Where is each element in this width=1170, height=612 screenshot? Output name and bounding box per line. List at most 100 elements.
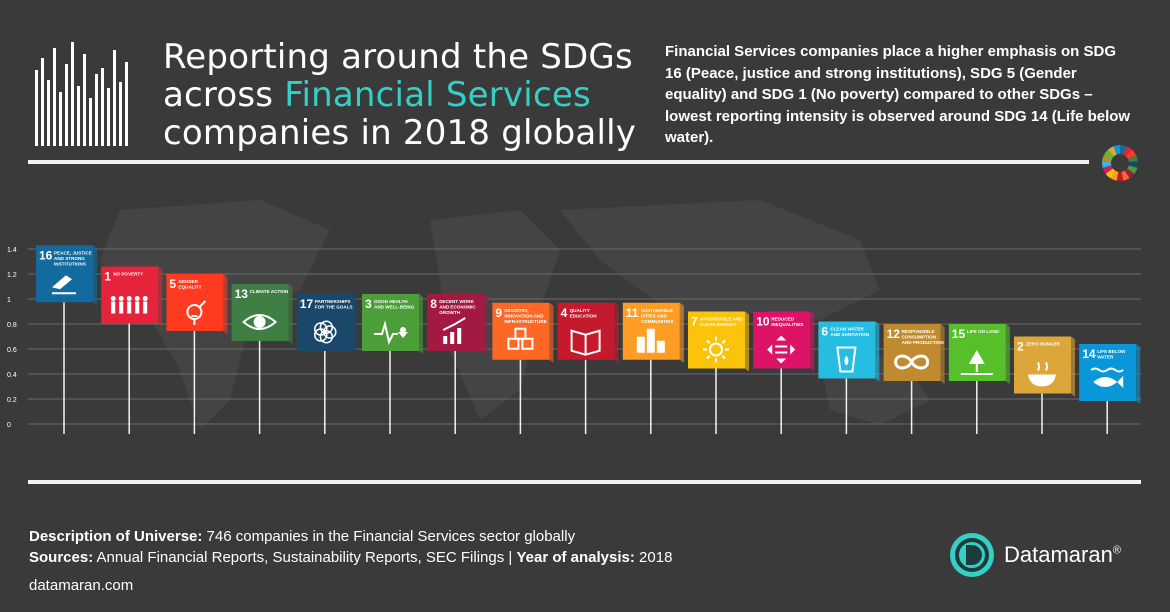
title-accent: Financial Services [284, 75, 591, 115]
year-label: Year of analysis: [516, 549, 635, 566]
sdg-tile-side [679, 302, 684, 363]
sdg-tile-side [810, 311, 815, 372]
sdg-label: AND STRONG [54, 256, 85, 261]
bottom-divider [28, 480, 1141, 484]
sdg-tile-side [223, 274, 228, 334]
sdg-label: SUSTAINABLE [641, 308, 673, 313]
sdg-chart: 00.20.40.60.811.21.4 16 PEACE, JUSTICEAND… [7, 200, 1141, 434]
infinity-icon [894, 354, 930, 370]
sdg-label: COMMUNITIES [641, 319, 674, 324]
sdg-label: INSTITUTIONS [54, 261, 86, 266]
cubes-icon [507, 327, 534, 350]
top-divider [28, 160, 1089, 164]
sdg-tile-side [419, 294, 423, 354]
sdg-bar-1: 1 NO POVERTY [101, 266, 163, 434]
sdg-tile [427, 294, 485, 351]
universe-value: 746 companies in the Financial Services … [202, 528, 576, 545]
sdg-number: 1 [104, 270, 111, 284]
brand-name: Datamaran® [1004, 542, 1121, 568]
sdg-bar-13: 13 CLIMATE ACTION [231, 284, 293, 434]
sources-label: Sources: [29, 549, 94, 566]
sdg-number: 3 [365, 297, 372, 311]
sdg-label: AFFORDABLE AND [700, 317, 743, 322]
sdg-wheel-icon [1102, 145, 1138, 181]
sources-line: Sources: Annual Financial Reports, Susta… [29, 547, 672, 568]
y-tick-label: 1 [7, 297, 11, 304]
sdg-bar-15: 15 LIFE ON LAND [948, 324, 1010, 434]
sdg-number: 2 [1017, 340, 1024, 354]
city-icon [636, 328, 665, 353]
y-tick-label: 0.2 [7, 397, 17, 404]
sdg-tile-side [288, 284, 293, 344]
sdg-label: PEACE, JUSTICE [54, 250, 92, 255]
bowl-icon [1028, 362, 1056, 387]
dove-gavel-icon [52, 275, 76, 295]
sdg-label: INEQUALITIES [771, 322, 803, 327]
sdg-number: 6 [821, 325, 828, 339]
sdg-number: 14 [1082, 347, 1096, 361]
sdg-tile-side [93, 245, 97, 306]
sdg-label: EQUALITY [178, 285, 201, 290]
water-glass-icon [836, 346, 857, 373]
sdg-label: AND WELL-BEING [374, 305, 415, 310]
sdg-label: WATER [1097, 355, 1114, 360]
gender-icon [186, 300, 207, 325]
sdg-number: 13 [235, 287, 249, 301]
universe-label: Description of Universe: [29, 528, 203, 545]
title-line-1: Reporting around the SDGs [163, 37, 633, 77]
heartbeat-icon [374, 320, 408, 345]
sdg-label: CLEAN WATER [830, 327, 864, 332]
y-tick-label: 0.4 [7, 372, 17, 379]
y-tick-label: 1.2 [7, 272, 17, 279]
rings-icon [314, 320, 337, 344]
sdg-label: NO POVERTY [113, 272, 143, 277]
year-value: 2018 [634, 549, 673, 566]
sdg-number: 15 [952, 327, 966, 341]
sdg-label: PARTNERSHIPS [315, 299, 351, 304]
sdg-label: AND ECONOMIC [439, 305, 476, 310]
fish-icon [1090, 367, 1124, 388]
sdg-label: GOOD HEALTH [374, 299, 408, 304]
equality-icon [767, 335, 796, 364]
tree-icon [960, 350, 993, 375]
sdg-number: 10 [756, 315, 770, 329]
sdg-label: ZERO HUNGER [1026, 342, 1061, 347]
eye-globe-icon [242, 314, 278, 330]
y-tick-label: 0.6 [7, 347, 17, 354]
sdg-number: 12 [887, 327, 901, 341]
sdg-label: AND PRODUCTION [902, 340, 945, 345]
sdg-label: RESPONSIBLE [902, 329, 935, 334]
summary-text: Financial Services companies place a hig… [665, 43, 1131, 146]
sdg-number: 7 [691, 315, 698, 329]
sdg-tile-side [940, 324, 945, 384]
sdg-number: 16 [39, 248, 53, 262]
sdg-tile [362, 294, 419, 351]
sdg-label: LIFE BELOW [1097, 349, 1126, 354]
sdg-tile-side [158, 266, 163, 327]
sdg-tile-side [614, 302, 619, 363]
sdg-tile [883, 324, 941, 381]
sdg-tile-side [875, 321, 880, 382]
sdg-label: GROWTH [439, 310, 461, 315]
page-title: Reporting around the SDGs across Financi… [163, 38, 653, 152]
brand-name-text: Datamaran [1004, 542, 1113, 567]
sdg-label: QUALITY [570, 308, 590, 313]
registered-mark: ® [1112, 544, 1121, 557]
sdg-label: EDUCATION [570, 313, 598, 318]
site-link[interactable]: datamaran.com [29, 577, 134, 594]
sdg-tile-side [745, 311, 749, 372]
sdg-tile [1079, 344, 1137, 401]
datamaran-brand: Datamaran® [948, 531, 1121, 579]
sdg-label: FOR THE GOALS [315, 305, 353, 310]
